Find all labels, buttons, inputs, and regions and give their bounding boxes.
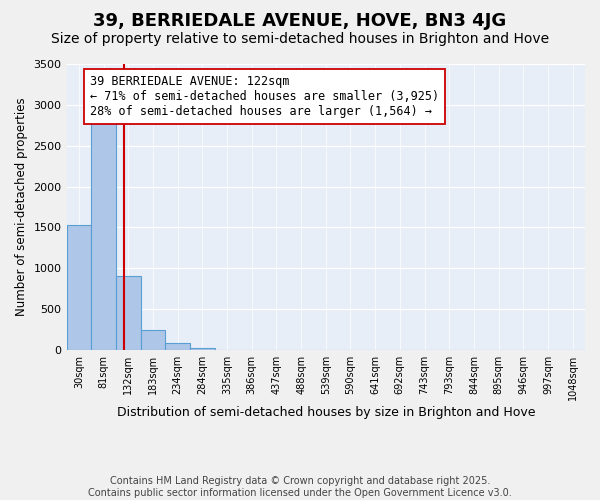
Bar [91, 123, 116, 350]
Bar [165, 344, 190, 350]
X-axis label: Distribution of semi-detached houses by size in Brighton and Hove: Distribution of semi-detached houses by … [116, 406, 535, 418]
Text: Size of property relative to semi-detached houses in Brighton and Hove: Size of property relative to semi-detach… [51, 32, 549, 46]
Bar [67, 225, 91, 350]
Bar [116, 276, 140, 350]
Bar [140, 330, 165, 350]
Text: 39, BERRIEDALE AVENUE, HOVE, BN3 4JG: 39, BERRIEDALE AVENUE, HOVE, BN3 4JG [94, 12, 506, 30]
Y-axis label: Number of semi-detached properties: Number of semi-detached properties [15, 98, 28, 316]
Bar [190, 348, 215, 350]
Text: Contains HM Land Registry data © Crown copyright and database right 2025.
Contai: Contains HM Land Registry data © Crown c… [88, 476, 512, 498]
Text: 39 BERRIEDALE AVENUE: 122sqm
← 71% of semi-detached houses are smaller (3,925)
2: 39 BERRIEDALE AVENUE: 122sqm ← 71% of se… [90, 74, 439, 118]
